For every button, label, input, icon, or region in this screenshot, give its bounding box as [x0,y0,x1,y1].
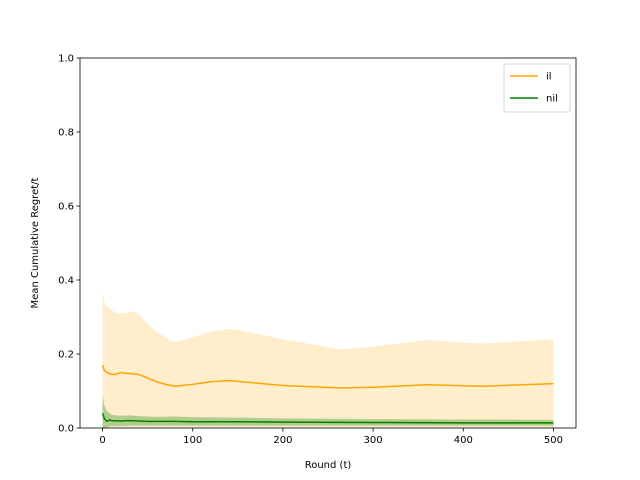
legend-label-il: il [546,72,552,83]
y-axis-ticks: 0.0 0.2 0.4 0.6 0.8 1.0 [58,54,80,435]
band-il [102,292,554,428]
legend: il nil [503,63,571,113]
y-tick-label: 0.8 [58,128,74,139]
y-axis-label: Mean Cumulative Regret/t [30,177,41,308]
x-tick-label: 400 [454,435,473,446]
legend-label-nil: nil [546,94,558,105]
y-tick-label: 1.0 [58,54,74,65]
x-tick-label: 200 [273,435,292,446]
x-axis-ticks: 0 100 200 300 400 500 [99,428,563,446]
line-il [101,364,554,389]
x-tick-label: 0 [99,435,105,446]
y-tick-label: 0.6 [58,202,74,213]
x-tick-label: 100 [183,435,202,446]
confidence-bands [102,292,554,428]
y-tick-label: 0.0 [58,424,74,435]
x-axis-label: Round (t) [305,460,352,471]
legend-box [503,63,571,113]
y-tick-label: 0.2 [58,350,74,361]
axes-frame [79,57,577,429]
x-tick-label: 300 [364,435,383,446]
y-tick-label: 0.4 [58,276,74,287]
x-tick-label: 500 [544,435,563,446]
band-nil [102,394,554,428]
series-lines [101,364,554,424]
line-nil [101,412,554,424]
